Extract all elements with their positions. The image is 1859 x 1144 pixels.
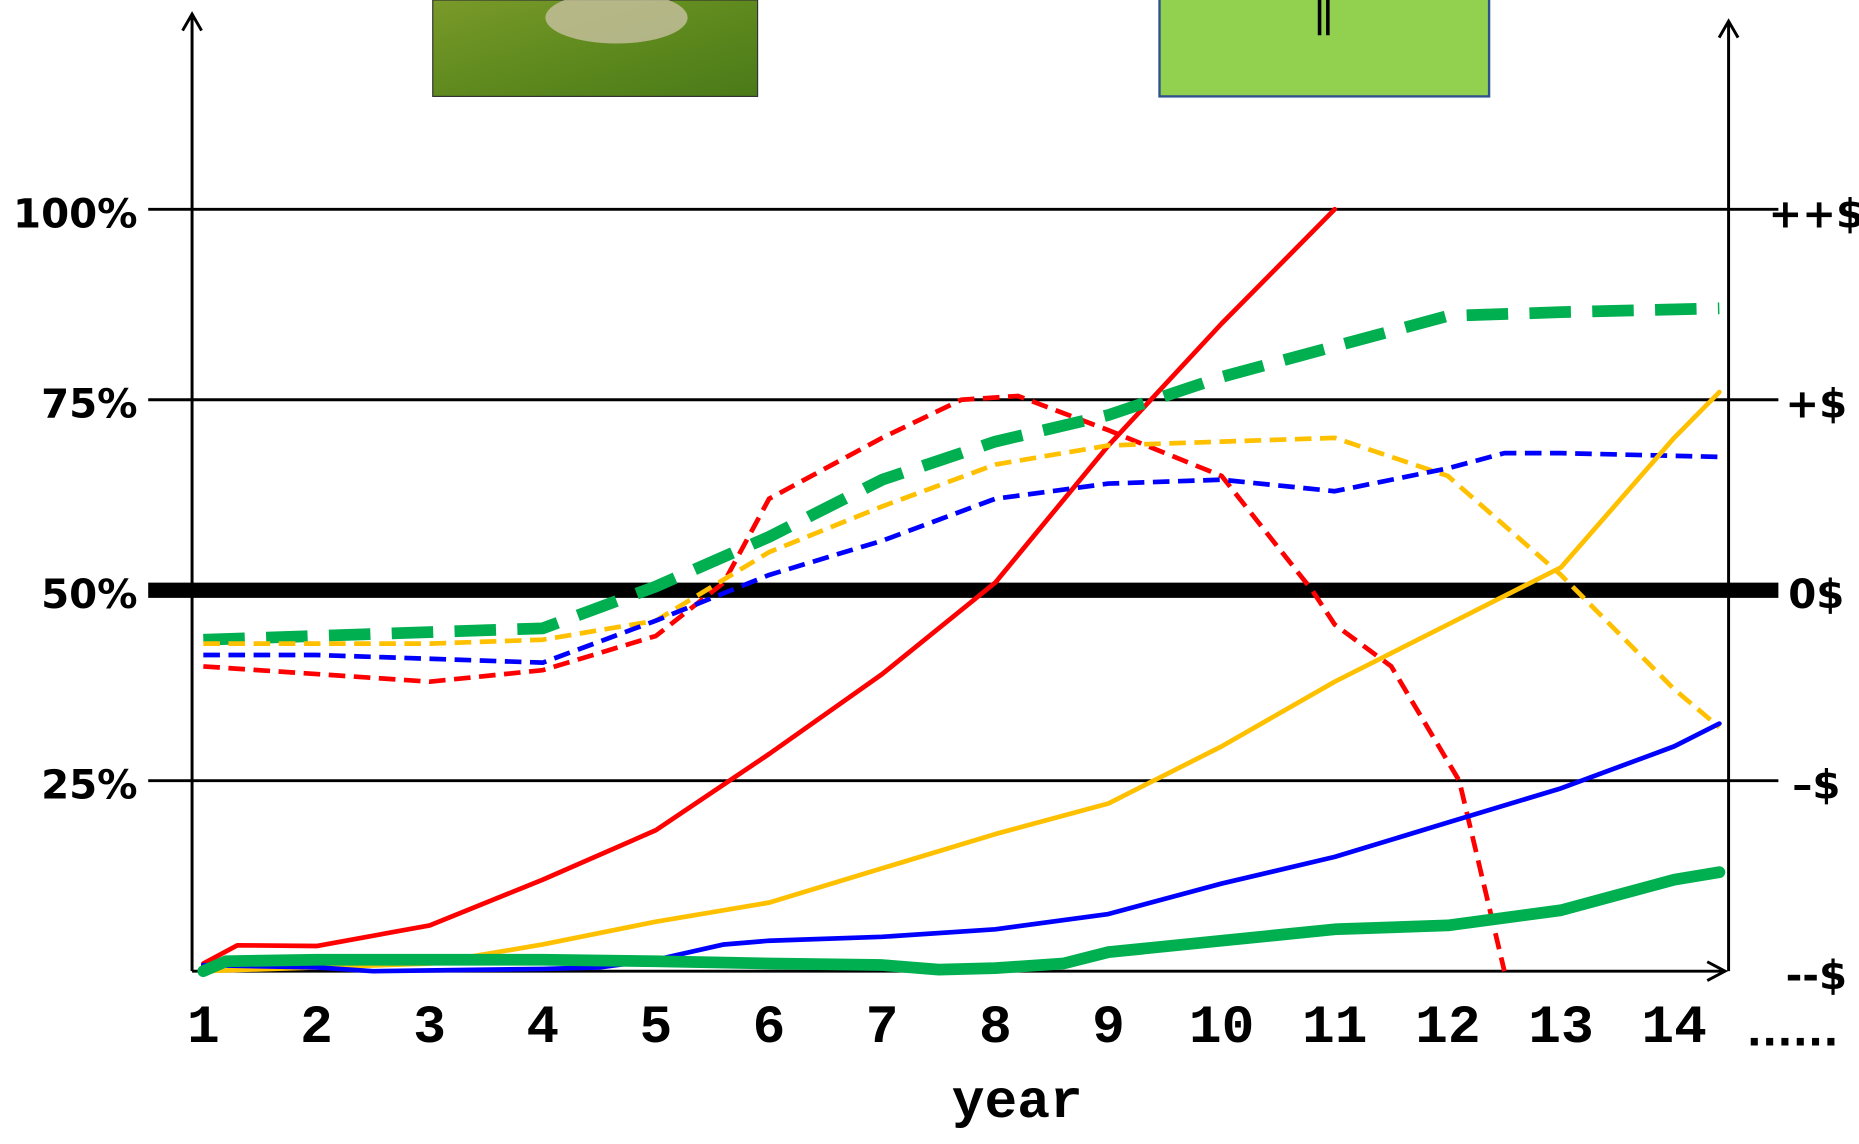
x-tick-label: 6	[753, 998, 786, 1059]
x-tick-label: 5	[640, 998, 673, 1059]
x-tick-label: 9	[1092, 998, 1125, 1059]
x-axis-label: year	[952, 1073, 1083, 1134]
data-line	[203, 724, 1719, 972]
x-tick-label: 8	[979, 998, 1012, 1059]
y-tick-label: 25%	[41, 763, 137, 809]
y2-tick-label: +$	[1785, 382, 1847, 428]
y-tick-label: 75%	[41, 382, 137, 428]
x-tick-label: 4	[526, 998, 559, 1059]
x-tick-label: 2	[300, 998, 333, 1059]
x-tick-label: 10	[1189, 998, 1254, 1059]
x-tick-label: 1	[187, 998, 220, 1059]
data-line	[203, 396, 1504, 971]
x-tick-label: 13	[1528, 998, 1593, 1059]
x-tick-label: 11	[1302, 998, 1367, 1059]
y2-tick-label: 0$	[1788, 572, 1844, 618]
y2-tick-label: ++$	[1769, 191, 1859, 237]
x-tick-label: 12	[1415, 998, 1480, 1059]
axes	[183, 14, 1738, 980]
x-tick-label: 14	[1641, 998, 1706, 1059]
y-tick-label: 50%	[41, 572, 137, 618]
data-line	[203, 872, 1719, 971]
x-tick-label: 7	[866, 998, 899, 1059]
x-more: ......	[1747, 1010, 1839, 1056]
chart: year ...... 25%50%75%100%--$–$0$+$++$123…	[0, 0, 1859, 1144]
grid	[148, 209, 1778, 780]
y-tick-label: 100%	[13, 191, 137, 237]
y2-tick-label: --$	[1786, 953, 1847, 999]
x-tick-label: 3	[413, 998, 446, 1059]
green-box	[1160, 0, 1490, 96]
y2-tick-label: –$	[1792, 763, 1840, 809]
